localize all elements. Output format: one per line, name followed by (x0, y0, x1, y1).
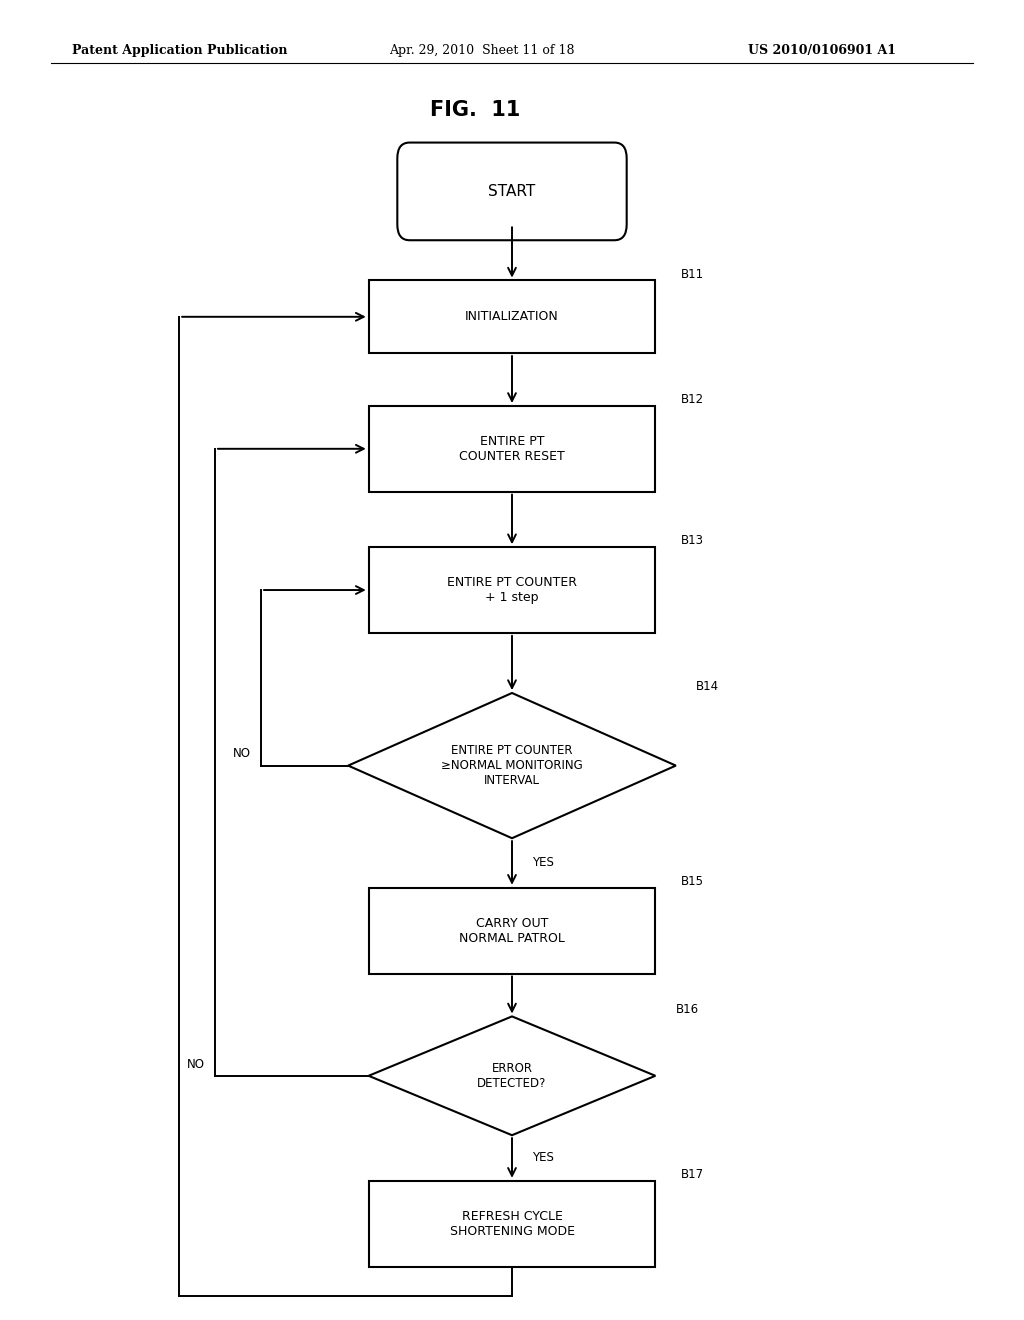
Text: Apr. 29, 2010  Sheet 11 of 18: Apr. 29, 2010 Sheet 11 of 18 (389, 44, 574, 57)
Text: ENTIRE PT COUNTER
+ 1 step: ENTIRE PT COUNTER + 1 step (447, 576, 577, 605)
Bar (369, 405, 655, 491)
Bar (369, 888, 655, 974)
Bar (369, 1180, 655, 1267)
Text: B16: B16 (676, 1003, 699, 1016)
Text: REFRESH CYCLE
SHORTENING MODE: REFRESH CYCLE SHORTENING MODE (450, 1209, 574, 1238)
Text: Patent Application Publication: Patent Application Publication (72, 44, 287, 57)
Text: B13: B13 (681, 535, 703, 546)
Text: START: START (488, 183, 536, 199)
Bar (369, 546, 655, 632)
FancyBboxPatch shape (397, 143, 627, 240)
Text: B15: B15 (681, 875, 703, 887)
Text: INITIALIZATION: INITIALIZATION (465, 310, 559, 323)
Text: B11: B11 (681, 268, 705, 281)
Text: NO: NO (186, 1057, 205, 1071)
Text: YES: YES (532, 1151, 554, 1164)
Text: FIG.  11: FIG. 11 (430, 100, 520, 120)
Text: ENTIRE PT COUNTER
≥NORMAL MONITORING
INTERVAL: ENTIRE PT COUNTER ≥NORMAL MONITORING INT… (441, 744, 583, 787)
Bar (369, 280, 655, 352)
Text: YES: YES (532, 857, 554, 870)
Text: B17: B17 (681, 1168, 705, 1180)
Text: B14: B14 (696, 680, 720, 693)
Text: ENTIRE PT
COUNTER RESET: ENTIRE PT COUNTER RESET (459, 434, 565, 463)
Polygon shape (348, 693, 676, 838)
Text: ERROR
DETECTED?: ERROR DETECTED? (477, 1061, 547, 1090)
Text: CARRY OUT
NORMAL PATROL: CARRY OUT NORMAL PATROL (459, 916, 565, 945)
Polygon shape (369, 1016, 655, 1135)
Text: US 2010/0106901 A1: US 2010/0106901 A1 (748, 44, 896, 57)
Text: B12: B12 (681, 393, 705, 407)
Text: NO: NO (232, 747, 251, 760)
